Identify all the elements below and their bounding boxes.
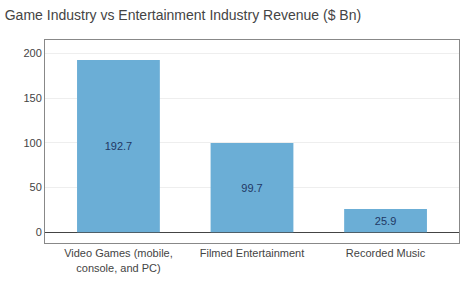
svg-text:99.7: 99.7 [241, 182, 262, 194]
svg-text:150: 150 [23, 92, 41, 104]
svg-text:Filmed Entertainment: Filmed Entertainment [200, 247, 305, 259]
svg-text:Recorded Music: Recorded Music [346, 247, 426, 259]
svg-text:Game Industry vs Entertainment: Game Industry vs Entertainment Industry … [5, 7, 361, 23]
svg-text:50: 50 [30, 181, 42, 193]
svg-text:25.9: 25.9 [375, 215, 396, 227]
svg-text:192.7: 192.7 [105, 140, 133, 152]
svg-text:0: 0 [36, 226, 42, 238]
svg-text:100: 100 [23, 137, 41, 149]
svg-text:Video Games (mobile,console, a: Video Games (mobile,console, and PC) [64, 247, 173, 273]
svg-text:200: 200 [23, 47, 41, 59]
